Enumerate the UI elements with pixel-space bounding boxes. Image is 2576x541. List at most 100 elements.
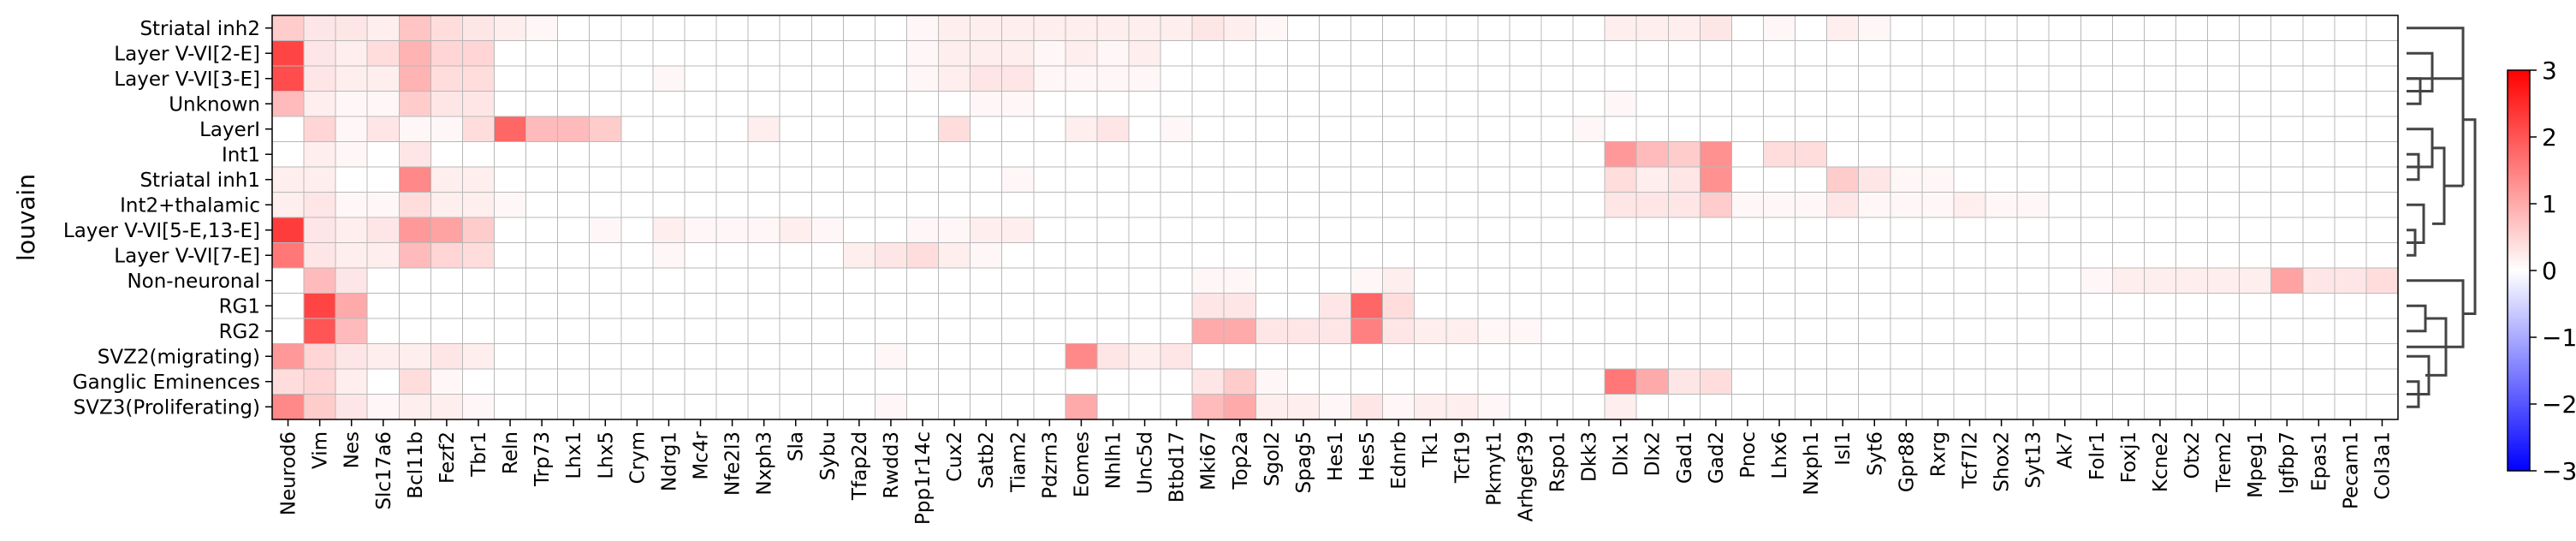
heatmap-cell	[1826, 66, 1860, 92]
heatmap-cell	[1540, 318, 1574, 344]
column-tick-label: Sybu	[817, 431, 840, 480]
heatmap-cell	[2080, 242, 2113, 269]
heatmap-cell	[2334, 91, 2367, 117]
heatmap-cell	[938, 141, 971, 168]
heatmap-cell	[1890, 268, 1923, 294]
heatmap-cell	[620, 268, 654, 294]
heatmap-cell	[748, 268, 781, 294]
heatmap-cell	[494, 192, 527, 218]
heatmap-cell	[1255, 15, 1288, 41]
heatmap-cell	[2017, 318, 2050, 344]
heatmap-cell	[1065, 293, 1098, 319]
heatmap-cell	[1033, 343, 1066, 370]
heatmap-cell	[1477, 167, 1511, 193]
heatmap-cell	[2112, 268, 2145, 294]
heatmap-cell	[525, 369, 559, 395]
heatmap-cell	[780, 268, 812, 294]
heatmap-cell	[304, 293, 336, 319]
heatmap-cell	[1350, 167, 1384, 193]
heatmap-cell	[1731, 293, 1765, 319]
heatmap-cell	[272, 192, 305, 218]
heatmap-cell	[1573, 40, 1606, 67]
heatmap-cell	[1382, 217, 1416, 243]
heatmap-cell	[938, 66, 971, 92]
column-tick-label: Mc4r	[691, 431, 713, 479]
heatmap-cell	[1001, 369, 1035, 395]
heatmap-cell	[494, 66, 527, 92]
heatmap-cell	[557, 268, 591, 294]
heatmap-cell	[1160, 167, 1193, 193]
column-tick-label: Nfe2l3	[722, 431, 745, 496]
row-tick-label: LayerI	[199, 119, 260, 141]
heatmap-cell	[589, 91, 622, 117]
dendrogram-link	[2407, 304, 2427, 333]
column-tick-label: Nxph1	[1801, 431, 1823, 496]
column-tick-label: Tk1	[1420, 431, 1442, 468]
heatmap-cell	[1382, 318, 1416, 344]
heatmap-cell	[906, 217, 940, 243]
heatmap-cell	[1319, 91, 1352, 117]
heatmap-cell	[1509, 116, 1542, 142]
heatmap-cell	[272, 167, 305, 193]
heatmap-cell	[2334, 141, 2367, 168]
heatmap-cell	[1763, 116, 1796, 142]
heatmap-cell	[1255, 242, 1288, 269]
heatmap-cell	[1255, 40, 1288, 67]
heatmap-cell	[906, 15, 940, 41]
heatmap-cell	[335, 217, 368, 243]
column-tick-label: Slc17a6	[373, 431, 395, 510]
heatmap-cell	[1255, 167, 1288, 193]
heatmap-cell	[1287, 167, 1320, 193]
heatmap-cell	[589, 217, 622, 243]
heatmap-cell	[1795, 318, 1828, 344]
heatmap-cell	[1573, 369, 1606, 395]
column-tick-label: Vim	[310, 431, 332, 469]
heatmap-cell	[1001, 293, 1035, 319]
heatmap-cell	[430, 66, 463, 92]
heatmap-cell	[1858, 141, 1891, 168]
heatmap-cell	[2144, 318, 2176, 344]
heatmap-cell	[780, 318, 812, 344]
heatmap-cell	[2302, 242, 2336, 269]
heatmap-cell	[2144, 242, 2176, 269]
heatmap-cell	[2112, 40, 2145, 67]
column-tick-label: Dlx2	[1642, 431, 1665, 476]
heatmap-cell	[1065, 192, 1098, 218]
heatmap-cell	[1160, 91, 1193, 117]
heatmap-cell	[875, 91, 907, 117]
heatmap-cell	[557, 318, 591, 344]
heatmap-cell	[1763, 242, 1796, 269]
heatmap-cell	[2334, 192, 2367, 218]
heatmap-cell	[1065, 66, 1098, 92]
heatmap-cell	[1953, 141, 1986, 168]
heatmap-cell	[1287, 66, 1320, 92]
heatmap-cell	[2080, 369, 2113, 395]
heatmap-cell	[1129, 268, 1161, 294]
heatmap-cell	[1573, 66, 1606, 92]
heatmap-cell	[2080, 167, 2113, 193]
column-tick-label: Ppp1r14c	[912, 431, 935, 525]
heatmap-cell	[304, 141, 336, 168]
heatmap-cell	[367, 91, 400, 117]
heatmap-cell	[1668, 15, 1701, 41]
heatmap-cell	[1033, 394, 1066, 420]
heatmap-cell	[1129, 217, 1161, 243]
heatmap-cell	[1160, 141, 1193, 168]
heatmap-cell	[1350, 268, 1384, 294]
heatmap-cell	[1890, 318, 1923, 344]
heatmap-cell	[1477, 40, 1511, 67]
heatmap-cell	[1509, 268, 1542, 294]
heatmap-cell	[1668, 167, 1701, 193]
heatmap-cell	[1985, 141, 2018, 168]
heatmap-cell	[1700, 91, 1732, 117]
heatmap-cell	[1350, 192, 1384, 218]
heatmap-cell	[1921, 242, 1955, 269]
heatmap-cell	[1826, 116, 1860, 142]
heatmap-cell	[1509, 40, 1542, 67]
heatmap-cell	[525, 40, 559, 67]
heatmap-cell	[462, 40, 496, 67]
heatmap-cell	[2207, 369, 2241, 395]
heatmap-cell	[557, 15, 591, 41]
heatmap-cell	[2302, 394, 2336, 420]
heatmap-cell	[906, 242, 940, 269]
